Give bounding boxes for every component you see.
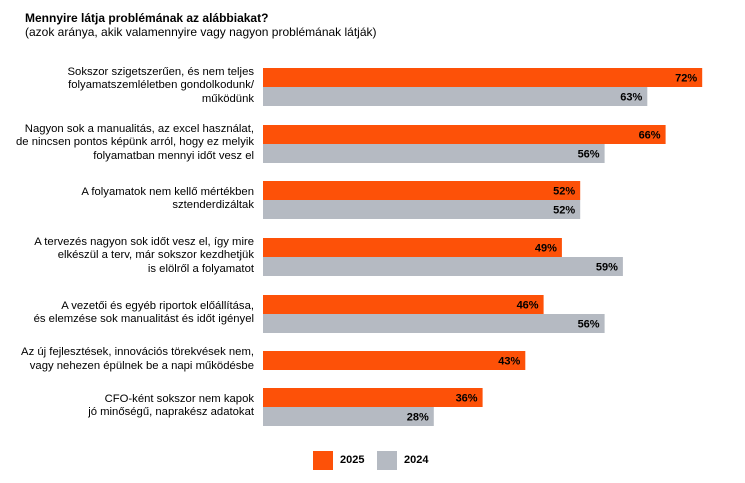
data-label-2024: 59% <box>596 262 618 274</box>
bar-2025 <box>263 125 666 144</box>
category-label: A tervezés nagyon sok időt vesz el, így … <box>14 236 254 276</box>
bar-2024 <box>263 314 605 333</box>
bar-2024 <box>263 87 648 106</box>
bar-2025 <box>263 68 703 87</box>
data-label-2025: 43% <box>498 356 520 368</box>
category-label-line: folyamatszemléletben gondolkodunk/ <box>68 79 254 92</box>
bar-2025 <box>263 181 581 200</box>
legend-swatch-2025 <box>313 451 333 470</box>
category-label: A vezetői és egyéb riportok előállítása,… <box>14 300 254 326</box>
category-label: CFO-ként sokszor nem kapok jó minőségű, n… <box>14 393 254 419</box>
bar-2024 <box>263 200 581 219</box>
category-label: A folyamatok nem kellő mértékben sztender… <box>14 186 254 212</box>
data-label-2024: 28% <box>407 412 429 424</box>
legend: 2025 2024 <box>313 451 453 470</box>
category-label-line: Sokszor szigetszerűen, és nem teljes <box>67 66 254 79</box>
bar-2025 <box>263 388 483 407</box>
legend-swatch-2024 <box>377 451 397 470</box>
data-label-2024: 56% <box>578 319 600 331</box>
category-label-line: Az új fejlesztések, innovációs törekvése… <box>21 346 254 359</box>
bar-2025 <box>263 295 544 314</box>
legend-label-2024: 2024 <box>404 454 429 466</box>
bar-2024 <box>263 144 605 163</box>
category-label-line: jó minőségű, naprakész adatokat <box>88 406 254 418</box>
category-label-line: A tervezés nagyon sok időt vesz el, így … <box>34 236 254 249</box>
category-label: Nagyon sok a manualitás, az excel haszná… <box>14 123 254 163</box>
data-label-2024: 56% <box>578 149 600 161</box>
data-label-2025: 46% <box>517 300 539 312</box>
data-label-2025: 36% <box>456 393 478 405</box>
bar-2025 <box>263 238 562 257</box>
category-label-line: A folyamatok nem kellő mértékben <box>81 185 254 198</box>
category-label-line: CFO-ként sokszor nem kapok <box>104 392 254 405</box>
category-label: Az új fejlesztések, innovációs törekvése… <box>14 346 254 372</box>
category-label-line: de nincsen pontos képünk arról, hogy ez … <box>16 136 254 149</box>
category-label-line: folyamatban mennyi időt vesz el <box>93 149 254 162</box>
category-label-line: Nagyon sok a manualitás, az excel haszná… <box>24 123 254 136</box>
data-label-2025: 52% <box>553 186 575 198</box>
bar-2024 <box>263 407 434 426</box>
legend-label-2025: 2025 <box>340 454 365 466</box>
data-label-2024: 63% <box>620 92 642 104</box>
chart-title: Mennyire látja problémának az alábbiakat… <box>25 11 269 25</box>
data-label-2025: 72% <box>675 73 697 85</box>
category-label-line: sztenderdizáltak <box>172 199 254 211</box>
category-label-line: is elölről a folyamatot <box>147 262 254 275</box>
category-label-line: A vezetői és egyéb riportok előállítása, <box>61 299 254 312</box>
bar-2025 <box>263 351 526 370</box>
data-label-2025: 66% <box>639 130 661 142</box>
chart-subtitle: (azok aránya, akik valamennyire vagy nag… <box>25 25 377 39</box>
data-label-2025: 49% <box>535 243 557 255</box>
data-label-2024: 52% <box>553 205 575 217</box>
category-label-line: elkészül a terv, már sokszor kezdhetjük <box>57 249 254 262</box>
category-label-line: és elemzése sok manualitást és időt igén… <box>33 313 254 325</box>
category-label: Sokszor szigetszerűen, és nem teljes foly… <box>14 66 254 106</box>
bar-2024 <box>263 257 623 276</box>
category-label-line: működünk <box>201 92 254 105</box>
category-label-line: vagy nehezen épülnek be a napi működésbe <box>29 359 254 372</box>
